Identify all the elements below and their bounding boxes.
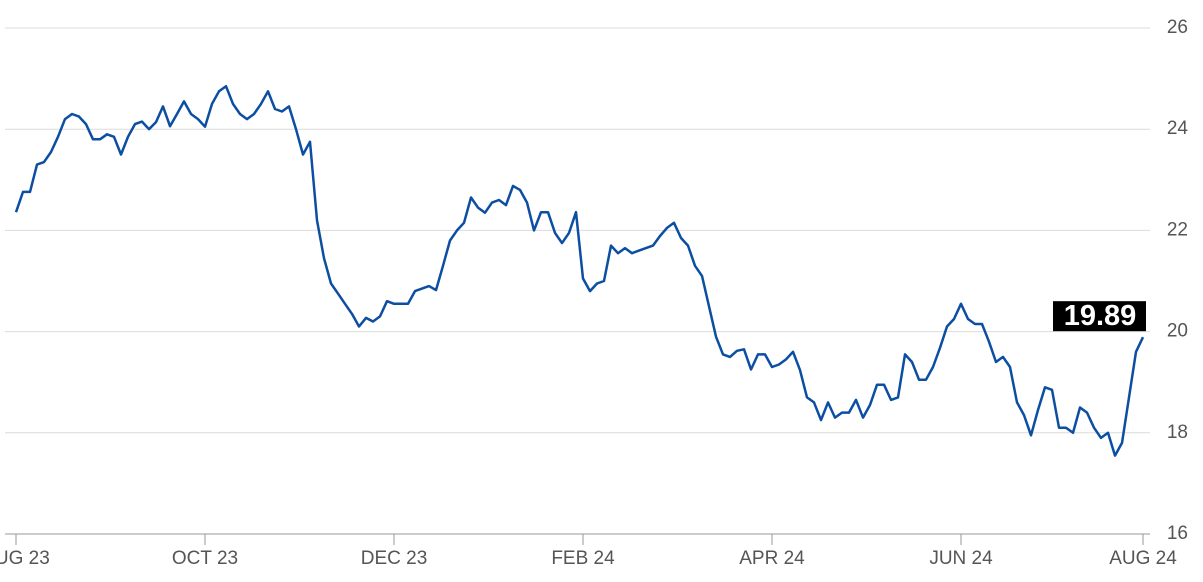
price-line [14,84,1145,457]
y-tick-label: 22 [1167,219,1188,240]
y-tick-label: 24 [1167,118,1189,139]
y-tick-label: 20 [1167,321,1188,342]
x-tick-label: OCT 23 [172,548,238,569]
x-tick-label: AUG 24 [1109,548,1177,569]
x-tick-label: FEB 24 [551,548,615,569]
y-tick-label: 16 [1167,523,1188,544]
x-tick-label: JUN 24 [929,548,993,569]
x-tick-label: DEC 23 [361,548,428,569]
last-value-box [1053,301,1146,332]
y-tick-label: 26 [1167,17,1188,38]
x-tick-label: AUG 23 [0,548,50,569]
y-tick-label: 18 [1167,422,1188,443]
last-value-label: 19.89 [1064,300,1137,332]
x-tick-label: APR 24 [739,548,805,569]
